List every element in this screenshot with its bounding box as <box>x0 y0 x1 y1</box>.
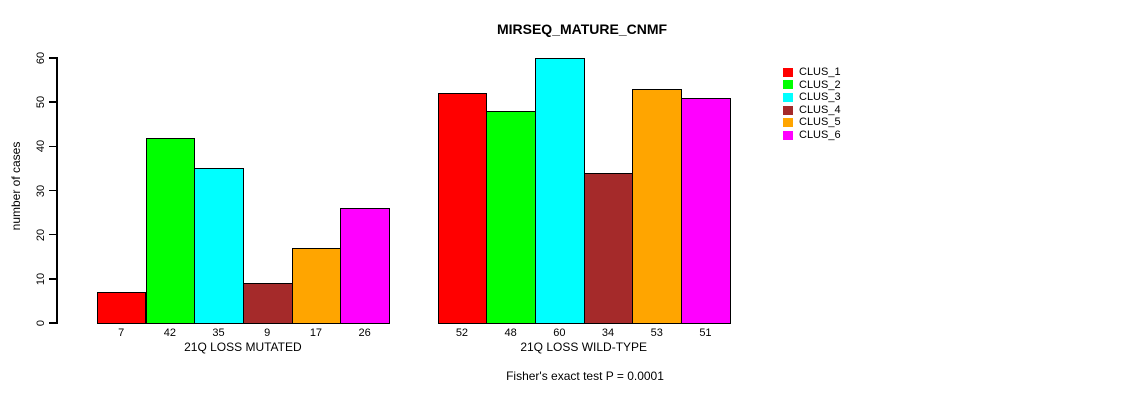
y-axis-tick <box>49 322 56 324</box>
y-axis-tick-label: 40 <box>35 140 47 153</box>
bar-clus-4-group2 <box>583 172 634 324</box>
legend-label: CLUS_6 <box>799 129 841 141</box>
y-axis-tick-label: 10 <box>35 272 47 285</box>
y-axis-tick <box>49 145 56 148</box>
y-axis-line <box>56 57 58 324</box>
x-axis-group-label: 21Q LOSS MUTATED <box>184 340 302 354</box>
bar-clus-2-group2 <box>486 111 536 324</box>
y-axis-label: number of cases <box>9 141 23 231</box>
bar-clus-2-group1 <box>145 137 196 324</box>
legend-label: CLUS_5 <box>799 116 841 129</box>
bar-value-label: 9 <box>264 327 271 339</box>
y-axis-tick <box>49 278 56 280</box>
y-axis-tick <box>49 189 56 192</box>
bar-clus-5-group1 <box>291 247 342 324</box>
bar-clus-6-group2 <box>681 97 731 324</box>
legend-item-clus-3: CLUS_3 <box>783 91 841 104</box>
y-axis-tick-label: 50 <box>35 96 47 109</box>
y-axis-tick <box>49 57 56 59</box>
chart-title: MIRSEQ_MATURE_CNMF <box>496 21 668 37</box>
legend-label: CLUS_4 <box>799 103 841 116</box>
legend-item-clus-5: CLUS_5 <box>783 116 841 129</box>
bar-value-label: 60 <box>553 327 566 339</box>
y-axis-tick-label: 0 <box>35 319 47 327</box>
bar-value-label: 42 <box>163 327 176 339</box>
y-axis-tick-label: 30 <box>35 184 47 197</box>
legend-swatch-clus-4 <box>783 105 793 115</box>
y-axis-tick-label: 60 <box>35 51 47 65</box>
legend-swatch-clus-6 <box>783 130 793 140</box>
legend-swatch-clus-2 <box>783 80 793 90</box>
bar-value-label: 7 <box>118 327 125 339</box>
legend-item-clus-6: CLUS_6 <box>783 129 841 142</box>
bar-clus-6-group1 <box>340 208 390 324</box>
bar-value-label: 17 <box>309 327 323 339</box>
bar-value-label: 48 <box>504 327 517 339</box>
y-axis-tick <box>49 233 56 236</box>
bar-clus-1-group1 <box>96 292 147 324</box>
bar-value-label: 52 <box>455 327 469 339</box>
bar-clus-3-group2 <box>535 58 585 324</box>
legend-item-clus-1: CLUS_1 <box>783 66 841 79</box>
legend-swatch-clus-5 <box>783 118 793 128</box>
legend-swatch-clus-3 <box>783 92 793 102</box>
bar-value-label: 51 <box>699 327 712 339</box>
y-axis-tick <box>49 101 56 103</box>
bar-value-label: 53 <box>650 327 663 339</box>
legend-item-clus-2: CLUS_2 <box>783 79 841 92</box>
legend-label: CLUS_1 <box>799 66 841 78</box>
bar-value-label: 26 <box>358 327 371 339</box>
legend-label: CLUS_3 <box>799 91 841 104</box>
y-axis-tick-label: 20 <box>35 228 47 241</box>
x-axis-group-label: 21Q LOSS WILD-TYPE <box>520 340 648 354</box>
bar-clus-1-group2 <box>437 93 488 324</box>
bar-value-label: 35 <box>212 327 225 339</box>
legend-swatch-clus-1 <box>783 67 793 77</box>
bar-value-label: 34 <box>601 327 615 339</box>
bar-clus-4-group1 <box>242 283 293 324</box>
legend-label: CLUS_2 <box>799 78 841 91</box>
fisher-test-annotation: Fisher's exact test P = 0.0001 <box>506 369 664 383</box>
legend-item-clus-4: CLUS_4 <box>783 104 841 117</box>
bar-clus-3-group1 <box>194 168 244 324</box>
bar-clus-5-group2 <box>632 88 683 324</box>
